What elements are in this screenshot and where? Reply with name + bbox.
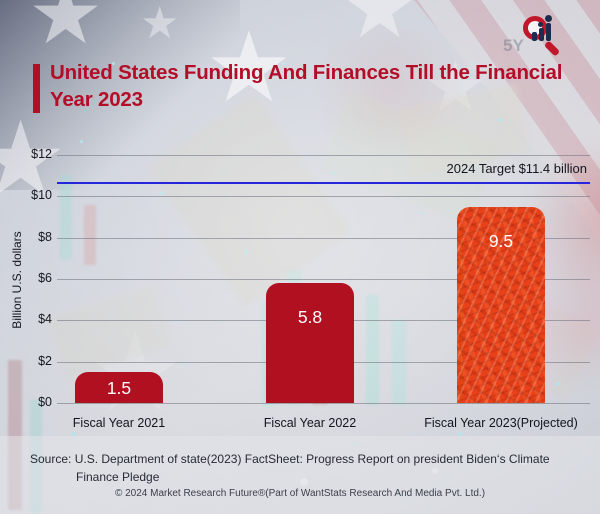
y-axis-tick-label: $4 (38, 312, 52, 327)
bar-value-label: 9.5 (488, 230, 514, 251)
mrfr-logo (522, 11, 564, 57)
x-axis-category-label: Fiscal Year 2021 (72, 416, 166, 430)
y-gridline (57, 237, 590, 239)
logo-bar-icon (546, 23, 551, 41)
page-title: United States Funding And Finances Till … (50, 59, 562, 113)
bar-value-label: 1.5 (106, 377, 132, 398)
source-note: Source: U.S. Department of state(2023) F… (30, 451, 550, 486)
page-title-line1: United States Funding And Finances Till … (50, 61, 563, 84)
bar-value-label: 5.8 (297, 307, 323, 328)
copyright-note: © 2024 Market Research Future®(Part of W… (114, 488, 486, 499)
y-axis-tick-label: $0 (38, 395, 52, 409)
y-gridline (57, 196, 590, 198)
x-axis-category-label: Fiscal Year 2022 (263, 416, 357, 430)
y-axis-tick-label: $8 (38, 229, 52, 244)
page-title-line2: Year 2023 (50, 88, 143, 111)
y-gridline (57, 155, 590, 156)
source-line1: Source: U.S. Department of state(2023) F… (30, 452, 550, 466)
bar-2021 (75, 372, 163, 403)
y-gridline (57, 279, 590, 280)
logo-dot-icon (545, 15, 552, 22)
source-line2: Finance Pledge (76, 469, 160, 484)
y-axis-tick-label: $12 (31, 147, 52, 161)
bar-2023 (457, 206, 545, 403)
logo-bar-icon (532, 32, 537, 41)
logo-bar-icon (539, 28, 544, 41)
background-footer-band (0, 436, 600, 514)
y-axis-tick-label: $2 (38, 353, 52, 368)
watermark-5y: 5Y (503, 36, 524, 55)
target-line-label: 2024 Target $11.4 billion (446, 160, 587, 176)
y-axis-tick-label: $6 (38, 271, 52, 285)
y-axis-tick-label: $10 (31, 188, 52, 203)
bar-2022 (266, 283, 354, 403)
logo-dot-icon (538, 22, 543, 27)
y-gridline (57, 403, 590, 404)
target-line (57, 181, 590, 184)
title-accent-bar (33, 64, 40, 113)
x-axis-category-label: Fiscal Year 2023(Projected) (424, 416, 578, 430)
